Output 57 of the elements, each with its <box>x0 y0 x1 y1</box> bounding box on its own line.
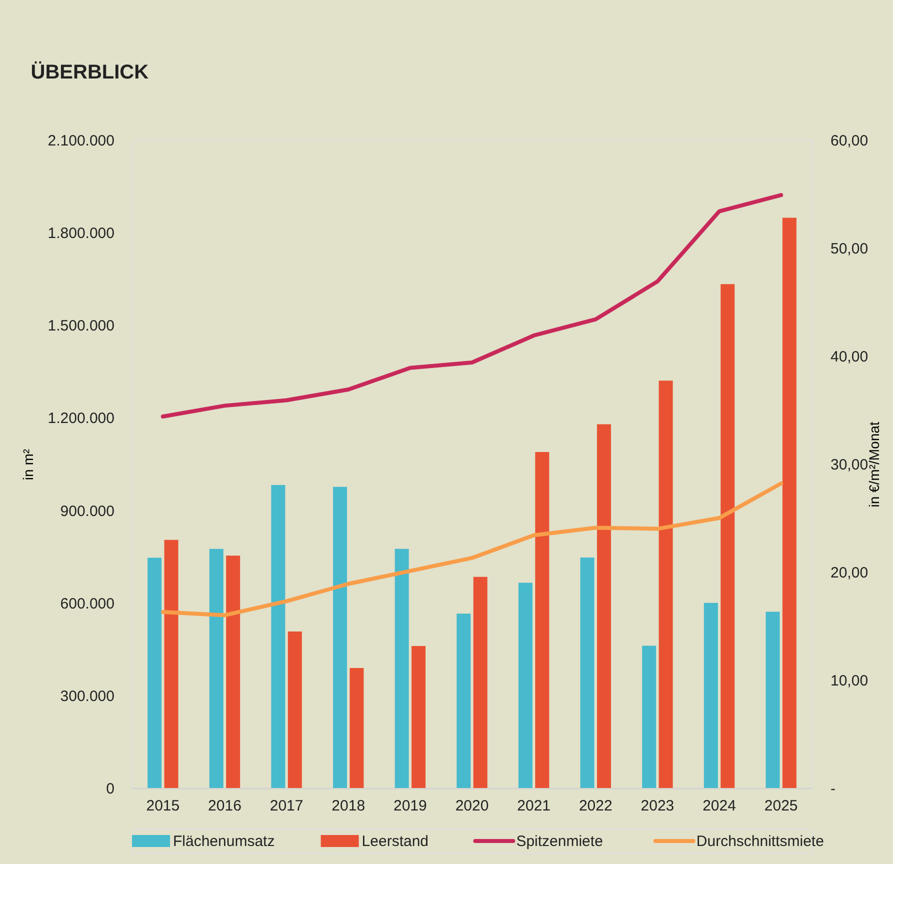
y2-tick-label: 20,00 <box>830 564 868 582</box>
y-tick-label: 900.000 <box>60 502 114 520</box>
legend-label: Flächenumsatz <box>173 833 275 850</box>
legend-label: Durchschnittsmiete <box>696 833 824 850</box>
bar <box>535 452 550 788</box>
y2-tick-label: 50,00 <box>830 240 868 258</box>
x-tick-label: 2021 <box>517 798 551 814</box>
bar <box>580 557 594 788</box>
bar <box>288 632 302 788</box>
bar <box>412 646 426 788</box>
bar <box>766 612 780 788</box>
bar <box>642 646 656 788</box>
bar <box>473 576 488 788</box>
y2-tick-label: 60,00 <box>830 132 868 150</box>
x-tick-label: 2019 <box>393 798 427 814</box>
y2-tick-label: 10,00 <box>830 672 868 690</box>
y-tick-label: 0 <box>106 780 114 798</box>
bar <box>704 602 718 788</box>
bar <box>164 540 178 788</box>
y-tick-label: 1.200.000 <box>48 410 114 428</box>
bar <box>518 582 532 788</box>
bar <box>271 484 286 788</box>
bar <box>456 614 471 788</box>
y2-tick-label: 40,00 <box>830 348 868 366</box>
x-tick-label: 2024 <box>702 798 736 814</box>
y-tick-label: 600.000 <box>60 595 114 612</box>
chart-title: ÜBERBLICK <box>30 60 150 84</box>
y2-tick-label: - <box>830 780 836 798</box>
bar <box>226 556 240 788</box>
bar <box>720 284 735 788</box>
line-series <box>160 481 784 618</box>
legend-label: Spitzenmiete <box>516 833 603 850</box>
y-tick-label: 1.800.000 <box>48 225 114 242</box>
bar <box>782 218 796 788</box>
line-series <box>160 193 784 418</box>
bar <box>350 668 364 788</box>
y2-axis-title: in €/m²/Monat <box>866 422 882 508</box>
bar <box>658 380 673 788</box>
y-tick-label: 300.000 <box>60 688 114 705</box>
bar <box>596 424 611 788</box>
y-tick-label: 1.500.000 <box>48 318 114 335</box>
bar <box>148 558 162 788</box>
bar <box>209 548 224 788</box>
bar <box>394 548 409 788</box>
legend-label: Leerstand <box>362 833 429 850</box>
y2-tick-label: 30,00 <box>830 456 868 474</box>
x-tick-label: 2022 <box>578 798 612 814</box>
x-tick-label: 2020 <box>455 798 489 814</box>
x-tick-label: 2015 <box>146 798 180 814</box>
x-tick-label: 2023 <box>640 798 674 814</box>
x-tick-label: 2016 <box>208 798 242 814</box>
x-tick-label: 2025 <box>764 798 798 814</box>
bar <box>333 486 348 788</box>
x-tick-label: 2017 <box>270 798 304 814</box>
y-tick-label: 2.100.000 <box>48 132 114 150</box>
y-axis-title: in m² <box>20 448 36 480</box>
x-tick-label: 2018 <box>332 798 366 814</box>
